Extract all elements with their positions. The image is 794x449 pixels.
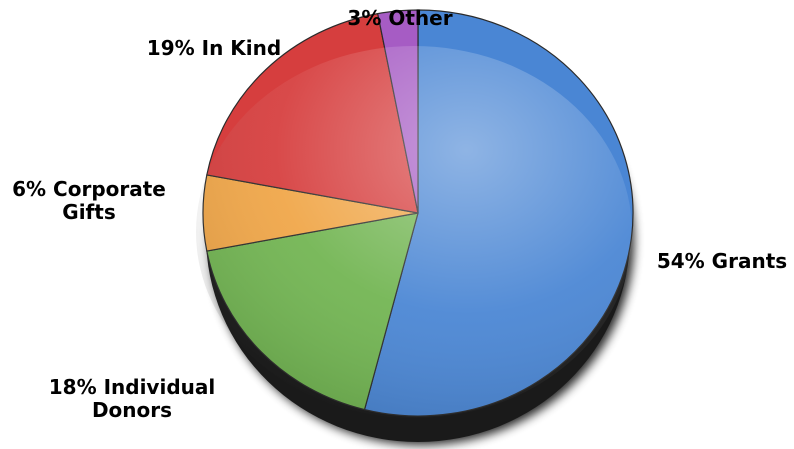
slice-label-corporate-gifts: 6% Corporate Gifts xyxy=(12,177,166,224)
pie-labels: 54% Grants 18% Individual Donors 6% Corpora… xyxy=(12,6,787,422)
slice-label-other: 3% Other xyxy=(347,6,452,30)
slice-label-grants: 54% Grants xyxy=(657,249,787,273)
slice-label-individual-donors: 18% Individual Donors xyxy=(49,375,215,422)
pie-slices xyxy=(202,9,634,417)
slice-label-in-kind: 19% In Kind xyxy=(147,36,281,60)
